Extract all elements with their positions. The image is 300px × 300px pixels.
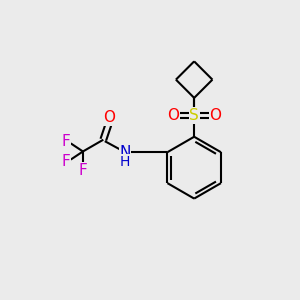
Text: F: F [62,154,71,169]
Text: N: N [119,145,131,160]
Text: O: O [103,110,115,125]
Text: F: F [62,134,71,149]
Text: S: S [189,108,199,123]
Text: O: O [209,108,221,123]
Text: F: F [79,163,87,178]
Text: O: O [167,108,179,123]
Text: H: H [120,154,130,169]
